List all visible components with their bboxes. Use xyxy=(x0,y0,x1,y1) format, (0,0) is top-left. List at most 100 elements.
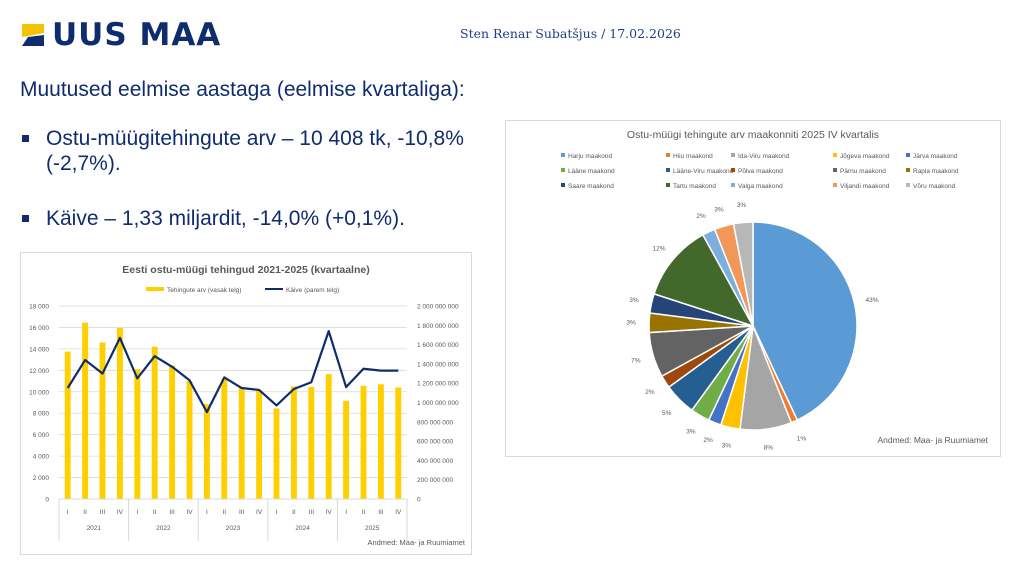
legend-label: Järva maakond xyxy=(913,153,958,160)
quarter-tick-label: III xyxy=(169,509,175,516)
quarter-tick-label: I xyxy=(276,509,278,516)
left-axis-tick-label: 14 000 xyxy=(29,346,49,353)
bullet-turnover: Käive – 1,33 miljardit, -14,0% (+0,1%). xyxy=(20,206,500,231)
bar xyxy=(151,346,158,499)
legend-label-line: Käive (parem telg) xyxy=(286,287,339,294)
quarter-tick-label: III xyxy=(378,509,384,516)
bullet-square-icon xyxy=(22,215,29,222)
legend-swatch-line xyxy=(265,288,283,290)
chart-source: Andmed: Maa- ja Ruumiamet xyxy=(877,435,988,445)
quarter-tick-label: III xyxy=(100,509,106,516)
left-axis-tick-label: 16 000 xyxy=(29,325,49,332)
bar xyxy=(99,342,106,499)
pie-slice-label: 3% xyxy=(722,443,732,450)
quarter-tick-label: I xyxy=(136,509,138,516)
right-axis-tick-label: 800 000 000 xyxy=(417,419,454,426)
legend-swatch xyxy=(561,153,565,157)
legend-label: Valga maakond xyxy=(738,183,783,190)
pie-slice-label: 1% xyxy=(797,435,807,442)
quarter-tick-label: IV xyxy=(117,509,124,516)
right-axis-tick-label: 1 400 000 000 xyxy=(417,361,459,368)
author-date: Sten Renar Subatšjus / 17.02.2026 xyxy=(460,26,681,41)
legend-swatch xyxy=(833,183,837,187)
quarter-tick-label: II xyxy=(83,509,87,516)
bar xyxy=(343,400,350,499)
bullet-text: Käive – 1,33 miljardit, -14,0% (+0,1%). xyxy=(46,207,405,230)
right-axis-tick-label: 600 000 000 xyxy=(417,439,454,446)
year-tick-label: 2021 xyxy=(87,525,102,532)
quarter-tick-label: IV xyxy=(395,509,402,516)
year-tick-label: 2022 xyxy=(156,525,171,532)
pie-slice-label: 2% xyxy=(645,389,655,396)
legend-label: Viljandi maakond xyxy=(840,183,890,190)
quarter-tick-label: I xyxy=(206,509,208,516)
right-axis-tick-label: 200 000 000 xyxy=(417,477,454,484)
bar xyxy=(238,387,245,499)
summary-bullets: Ostu-müügitehingute arv – 10 408 tk, -10… xyxy=(20,126,500,261)
quarter-tick-label: III xyxy=(309,509,315,516)
legend-label: Võru maakond xyxy=(913,183,956,190)
pie-slice-label: 3% xyxy=(686,429,696,436)
legend-swatch xyxy=(731,153,735,157)
turnover-line xyxy=(66,329,399,414)
bar xyxy=(290,386,297,499)
quarter-tick-label: IV xyxy=(256,509,263,516)
logo: UUS MAA xyxy=(22,17,222,53)
legend-label: Jõgeva maakond xyxy=(840,153,890,160)
pie-slice xyxy=(653,233,755,328)
bar xyxy=(64,351,71,499)
legend-label: Ida-Viru maakond xyxy=(738,153,790,160)
legend-swatch xyxy=(666,168,670,172)
pie-slice-label: 3% xyxy=(737,202,747,209)
legend-label: Pärnu maakond xyxy=(840,168,886,175)
slide-heading: Muutused eelmise aastaga (eelmise kvarta… xyxy=(20,78,465,101)
left-axis-tick-label: 0 xyxy=(45,497,49,504)
bar xyxy=(395,387,402,499)
bar xyxy=(308,386,315,499)
bar xyxy=(116,327,123,499)
year-tick-label: 2025 xyxy=(365,525,380,532)
left-axis-tick-label: 18 000 xyxy=(29,304,49,311)
left-axis-tick-label: 4 000 xyxy=(33,454,50,461)
year-tick-label: 2023 xyxy=(226,525,241,532)
right-axis-tick-label: 1 600 000 000 xyxy=(417,342,459,349)
pie-slice-label: 7% xyxy=(631,358,641,365)
legend-label: Lääne-Viru maakond xyxy=(673,168,734,175)
logo-mark-icon xyxy=(22,24,44,46)
pie-slice-label: 3% xyxy=(714,206,724,213)
chart-title: Eesti ostu-müügi tehingud 2021-2025 (kva… xyxy=(122,264,369,276)
legend-swatch xyxy=(561,183,565,187)
legend-label-bars: Tehingute arv (vasak telg) xyxy=(167,287,241,294)
quarter-tick-label: IV xyxy=(326,509,333,516)
bar xyxy=(134,369,141,499)
bar xyxy=(82,322,89,499)
legend-swatch-bars xyxy=(146,287,164,291)
legend-swatch xyxy=(906,153,910,157)
quarter-tick-label: II xyxy=(222,509,226,516)
quarter-tick-label: I xyxy=(67,509,69,516)
quarter-tick-label: III xyxy=(239,509,245,516)
transactions-chart: Eesti ostu-müügi tehingud 2021-2025 (kva… xyxy=(20,252,472,555)
pie-slice-label: 2% xyxy=(696,213,706,220)
bar xyxy=(203,404,210,499)
quarter-tick-label: I xyxy=(345,509,347,516)
left-axis-tick-label: 8 000 xyxy=(33,411,50,418)
legend-swatch xyxy=(731,183,735,187)
legend-swatch xyxy=(561,168,565,172)
legend-swatch xyxy=(906,183,910,187)
pie-slice-label: 3% xyxy=(626,320,636,327)
right-axis-tick-label: 1 800 000 000 xyxy=(417,323,459,330)
logo-text: UUS MAA xyxy=(52,17,222,53)
bar xyxy=(273,408,280,499)
pie-slice-label: 12% xyxy=(652,246,665,253)
bar xyxy=(377,384,384,499)
bar xyxy=(169,365,176,499)
left-axis-tick-label: 2 000 xyxy=(33,475,50,482)
quarter-tick-label: II xyxy=(153,509,157,516)
pie-slice-label: 3% xyxy=(629,297,639,304)
right-axis-tick-label: 400 000 000 xyxy=(417,458,454,465)
pie-slice-label: 5% xyxy=(662,410,672,417)
bullet-transactions: Ostu-müügitehingute arv – 10 408 tk, -10… xyxy=(20,126,500,176)
quarter-tick-label: IV xyxy=(186,509,193,516)
pie-slice-label: 43% xyxy=(866,297,879,304)
